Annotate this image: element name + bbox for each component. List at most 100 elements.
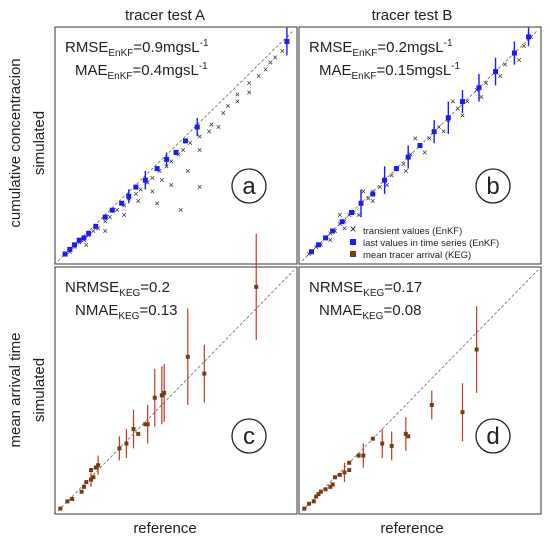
metric-prefix: NMAE	[75, 302, 118, 319]
transient-point: ×	[256, 71, 261, 81]
panel-frame	[54, 26, 298, 265]
transient-point: ×	[169, 157, 174, 167]
transient-point: ×	[403, 166, 408, 176]
transient-point: ×	[150, 173, 155, 183]
transient-point: ×	[84, 240, 89, 250]
panel-letter-circle	[231, 168, 267, 204]
metric-value: =0.13	[139, 302, 177, 319]
keg-point	[159, 393, 164, 398]
metric-prefix: RMSE	[309, 39, 352, 56]
transient-point: ×	[185, 166, 190, 176]
row-label-top: cumulative concentracion	[7, 58, 24, 227]
transient-point: ×	[498, 71, 503, 81]
last-value-point	[511, 50, 517, 56]
last-value-point	[284, 39, 290, 45]
transient-point: ×	[138, 184, 143, 194]
keg-point	[84, 480, 89, 485]
transient-point: ×	[280, 46, 285, 56]
keg-point	[330, 482, 335, 487]
panel-letter: a	[242, 173, 256, 200]
keg-point	[91, 475, 96, 480]
keg-point	[81, 484, 86, 489]
metric-superscript: -1	[199, 61, 208, 72]
keg-point	[93, 465, 98, 470]
panel-d: NRMSEKEG=0.17 NMAEKEG=0.08 d	[298, 266, 542, 515]
last-value-point	[459, 99, 465, 105]
transient-point: ×	[328, 235, 333, 245]
keg-point	[96, 463, 101, 468]
last-value-point	[370, 191, 376, 197]
metric-subscript: EnKF	[352, 48, 377, 59]
panel-b: ××××××××××××××××××××××××××××××××××××××××…	[298, 26, 542, 265]
keg-point	[337, 472, 342, 477]
last-value-point	[476, 85, 482, 91]
keg-point	[58, 506, 63, 511]
metric-subscript: KEG	[363, 288, 384, 299]
transient-point: ×	[107, 212, 112, 222]
keg-point	[474, 347, 479, 352]
metric-subscript: EnKF	[352, 71, 377, 82]
metric-prefix: NMAE	[319, 302, 362, 319]
keg-point	[323, 487, 328, 492]
transient-point: ×	[169, 180, 174, 190]
metric-value: =0.2	[140, 279, 170, 296]
last-value-point	[72, 242, 78, 248]
transient-point: ×	[197, 145, 202, 155]
transient-point: ×	[235, 97, 240, 107]
transient-point: ×	[133, 189, 138, 199]
transient-point: ×	[450, 97, 455, 107]
transient-point: ×	[272, 53, 277, 63]
metric-subscript: EnKF	[108, 71, 133, 82]
row-label-bottom-sub: simulated	[31, 358, 48, 422]
keg-point	[89, 468, 94, 473]
panel-letter: d	[486, 423, 499, 450]
one-to-one-line	[57, 29, 295, 262]
keg-point	[307, 501, 312, 506]
last-value-point	[393, 166, 399, 172]
keg-point	[403, 431, 408, 436]
last-value-point	[102, 214, 108, 220]
transient-point: ×	[225, 101, 230, 111]
one-to-one-line	[301, 269, 539, 512]
keg-point	[316, 492, 321, 497]
keg-point	[356, 453, 361, 458]
keg-point	[117, 446, 122, 451]
metric-value: =0.2mgsL	[377, 39, 443, 56]
metric-rmse: RMSEEnKF=0.2mgsL-1	[309, 38, 453, 59]
transient-point: ×	[103, 217, 108, 227]
last-value-point	[142, 177, 148, 183]
metric-nrmse: NRMSEKEG=0.2	[65, 279, 170, 299]
keg-point	[70, 496, 75, 501]
last-value-point	[76, 237, 82, 243]
transient-point: ×	[268, 57, 273, 67]
legend-marker-keg	[350, 251, 356, 257]
last-value-point	[323, 235, 329, 241]
last-value-point	[67, 246, 73, 252]
keg-point	[65, 499, 70, 504]
keg-point	[342, 470, 347, 475]
panel-frame	[54, 266, 298, 515]
transient-point: ×	[216, 122, 221, 132]
keg-point	[370, 436, 375, 441]
transient-point: ×	[114, 205, 119, 215]
last-value-point	[493, 69, 499, 75]
transient-point: ×	[370, 196, 375, 206]
keg-point	[302, 506, 307, 511]
transient-point: ×	[465, 97, 470, 107]
legend-marker-last	[350, 239, 356, 245]
last-value-point	[526, 34, 532, 40]
metric-nmae: NMAEKEG=0.08	[319, 302, 421, 322]
keg-point	[202, 371, 207, 376]
metric-nrmse: NRMSEKEG=0.17	[309, 279, 422, 299]
transient-point: ×	[365, 194, 370, 204]
transient-point: ×	[377, 182, 382, 192]
col-title-a: tracer test A	[125, 7, 205, 24]
metric-prefix: RMSE	[65, 39, 108, 56]
transient-point: ×	[460, 110, 465, 120]
legend-label-transient: transient values (EnKF)	[363, 226, 462, 237]
transient-point: ×	[180, 145, 185, 155]
transient-point: ×	[188, 138, 193, 148]
keg-point	[143, 422, 148, 427]
last-value-point	[81, 235, 87, 241]
last-value-point	[93, 223, 99, 229]
